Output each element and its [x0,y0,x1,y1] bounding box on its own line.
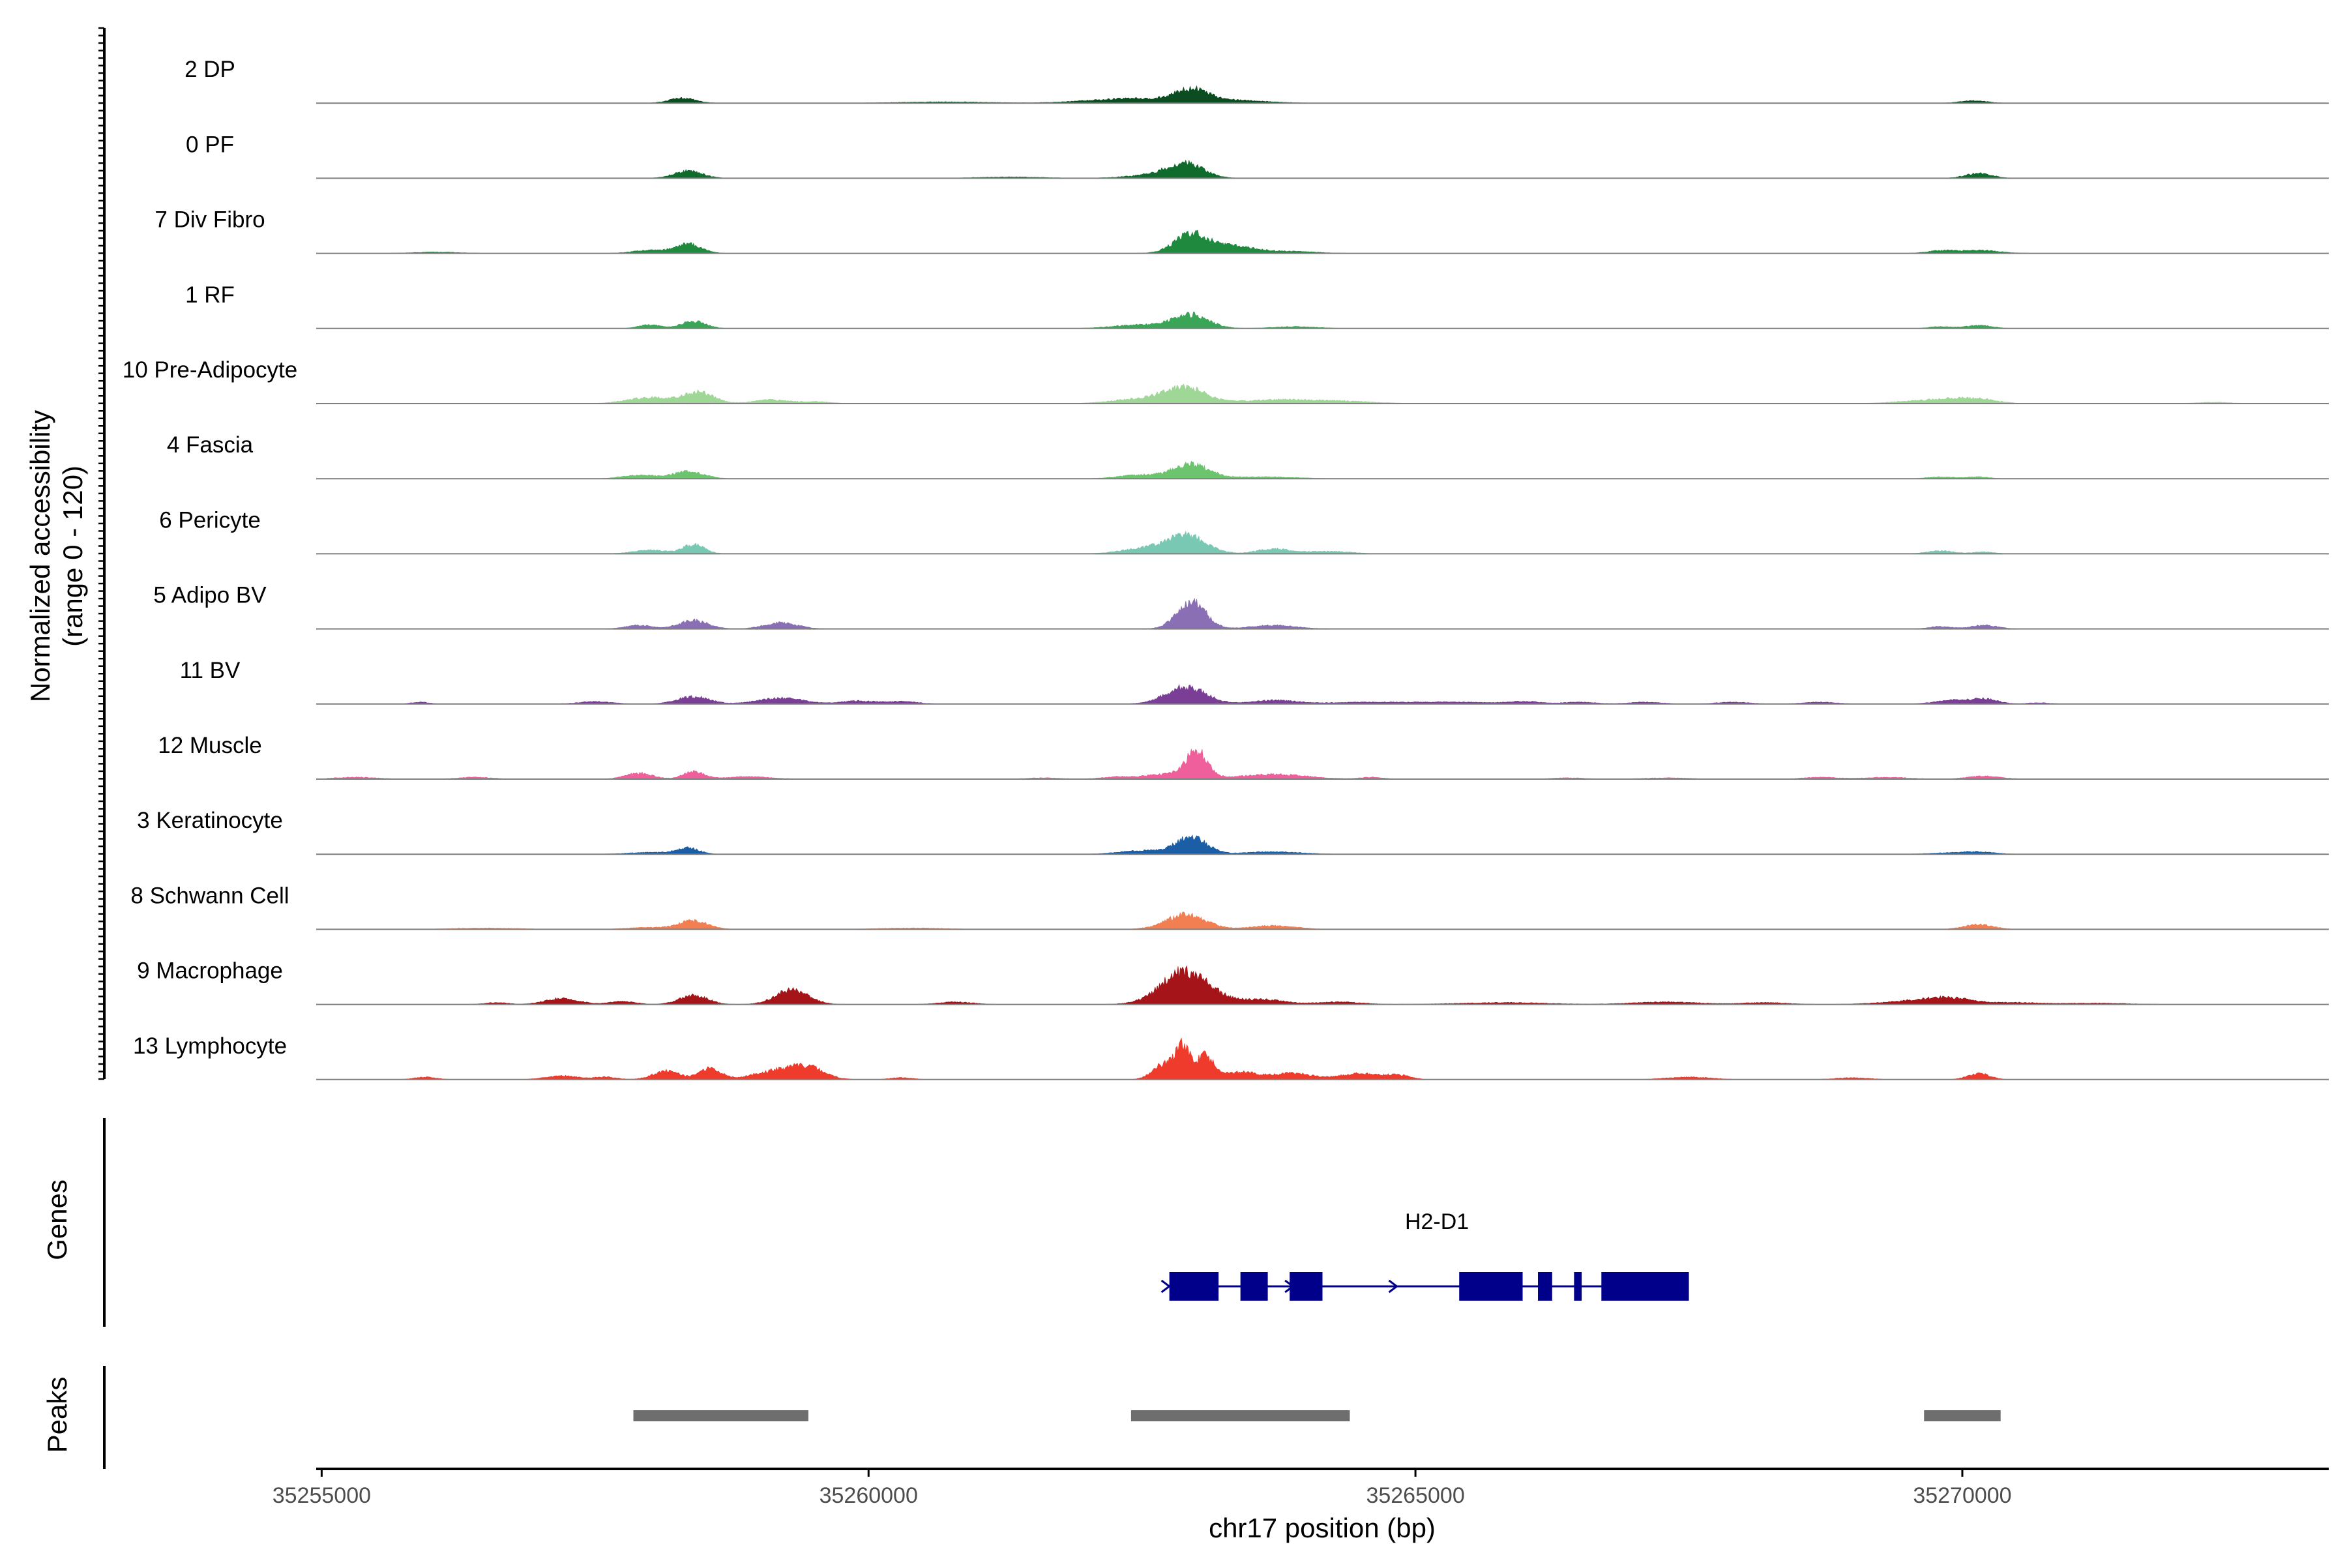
track-label: 5 Adipo BV [153,583,267,608]
gene-exon [1290,1272,1323,1301]
y-axis-label: Normalized accessibility [25,410,55,702]
gene-exon [1169,1272,1219,1301]
signal-area [327,683,2302,705]
track-label: 9 Macrophage [137,958,283,984]
signal-area [327,597,2302,629]
x-tick-label: 35265000 [1366,1483,1464,1508]
gene-exon [1574,1272,1582,1301]
x-axis-label: chr17 position (bp) [1209,1513,1436,1543]
track-label: 4 Fascia [167,432,254,458]
gene-exon [1538,1272,1552,1301]
genes-panel-label: Genes [42,1179,72,1260]
peaks-panel-label: Peaks [42,1377,72,1453]
signal-area [327,965,2302,1005]
peak-region [1924,1410,2001,1421]
signal-area [327,159,2302,179]
gene-strand-arrow [1160,1279,1172,1294]
gene-exon [1459,1272,1523,1301]
peak-region [1130,1410,1350,1421]
track-label: 13 Lymphocyte [133,1033,287,1059]
track-label: 1 RF [185,282,235,308]
gene-strand-arrow [1388,1279,1399,1294]
gene-exon [1601,1272,1689,1301]
signal-area [327,911,2302,930]
track-label: 10 Pre-Adipocyte [123,357,297,383]
signal-area [327,383,2302,404]
track-label: 7 Div Fibro [155,207,265,233]
signal-area [327,85,2302,104]
signal-area [327,460,2302,479]
track-label: 0 PF [186,132,234,157]
signal-area [327,1037,2302,1080]
track-label: 3 Keratinocyte [137,808,283,833]
track-label: 2 DP [185,57,235,82]
signal-area [327,312,2302,329]
x-tick-label: 35255000 [273,1483,371,1508]
signal-area [327,229,2302,254]
gene-strand-arrow [1601,1279,1612,1294]
y-axis-range-label: (range 0 - 120) [57,466,88,647]
track-label: 8 Schwann Cell [130,883,289,908]
track-label: 6 Pericyte [159,507,261,533]
x-tick-label: 35260000 [819,1483,918,1508]
signal-area [327,530,2302,554]
gene-exon [1240,1272,1268,1301]
gene-label: H2-D1 [1405,1209,1469,1234]
track-label: 11 BV [180,658,241,683]
peak-region [633,1410,808,1421]
signal-area [327,834,2302,855]
gene-strand-arrow [1284,1279,1295,1294]
track-label: 12 Muscle [158,733,262,758]
x-tick-label: 35270000 [1913,1483,2011,1508]
signal-area [327,748,2302,780]
